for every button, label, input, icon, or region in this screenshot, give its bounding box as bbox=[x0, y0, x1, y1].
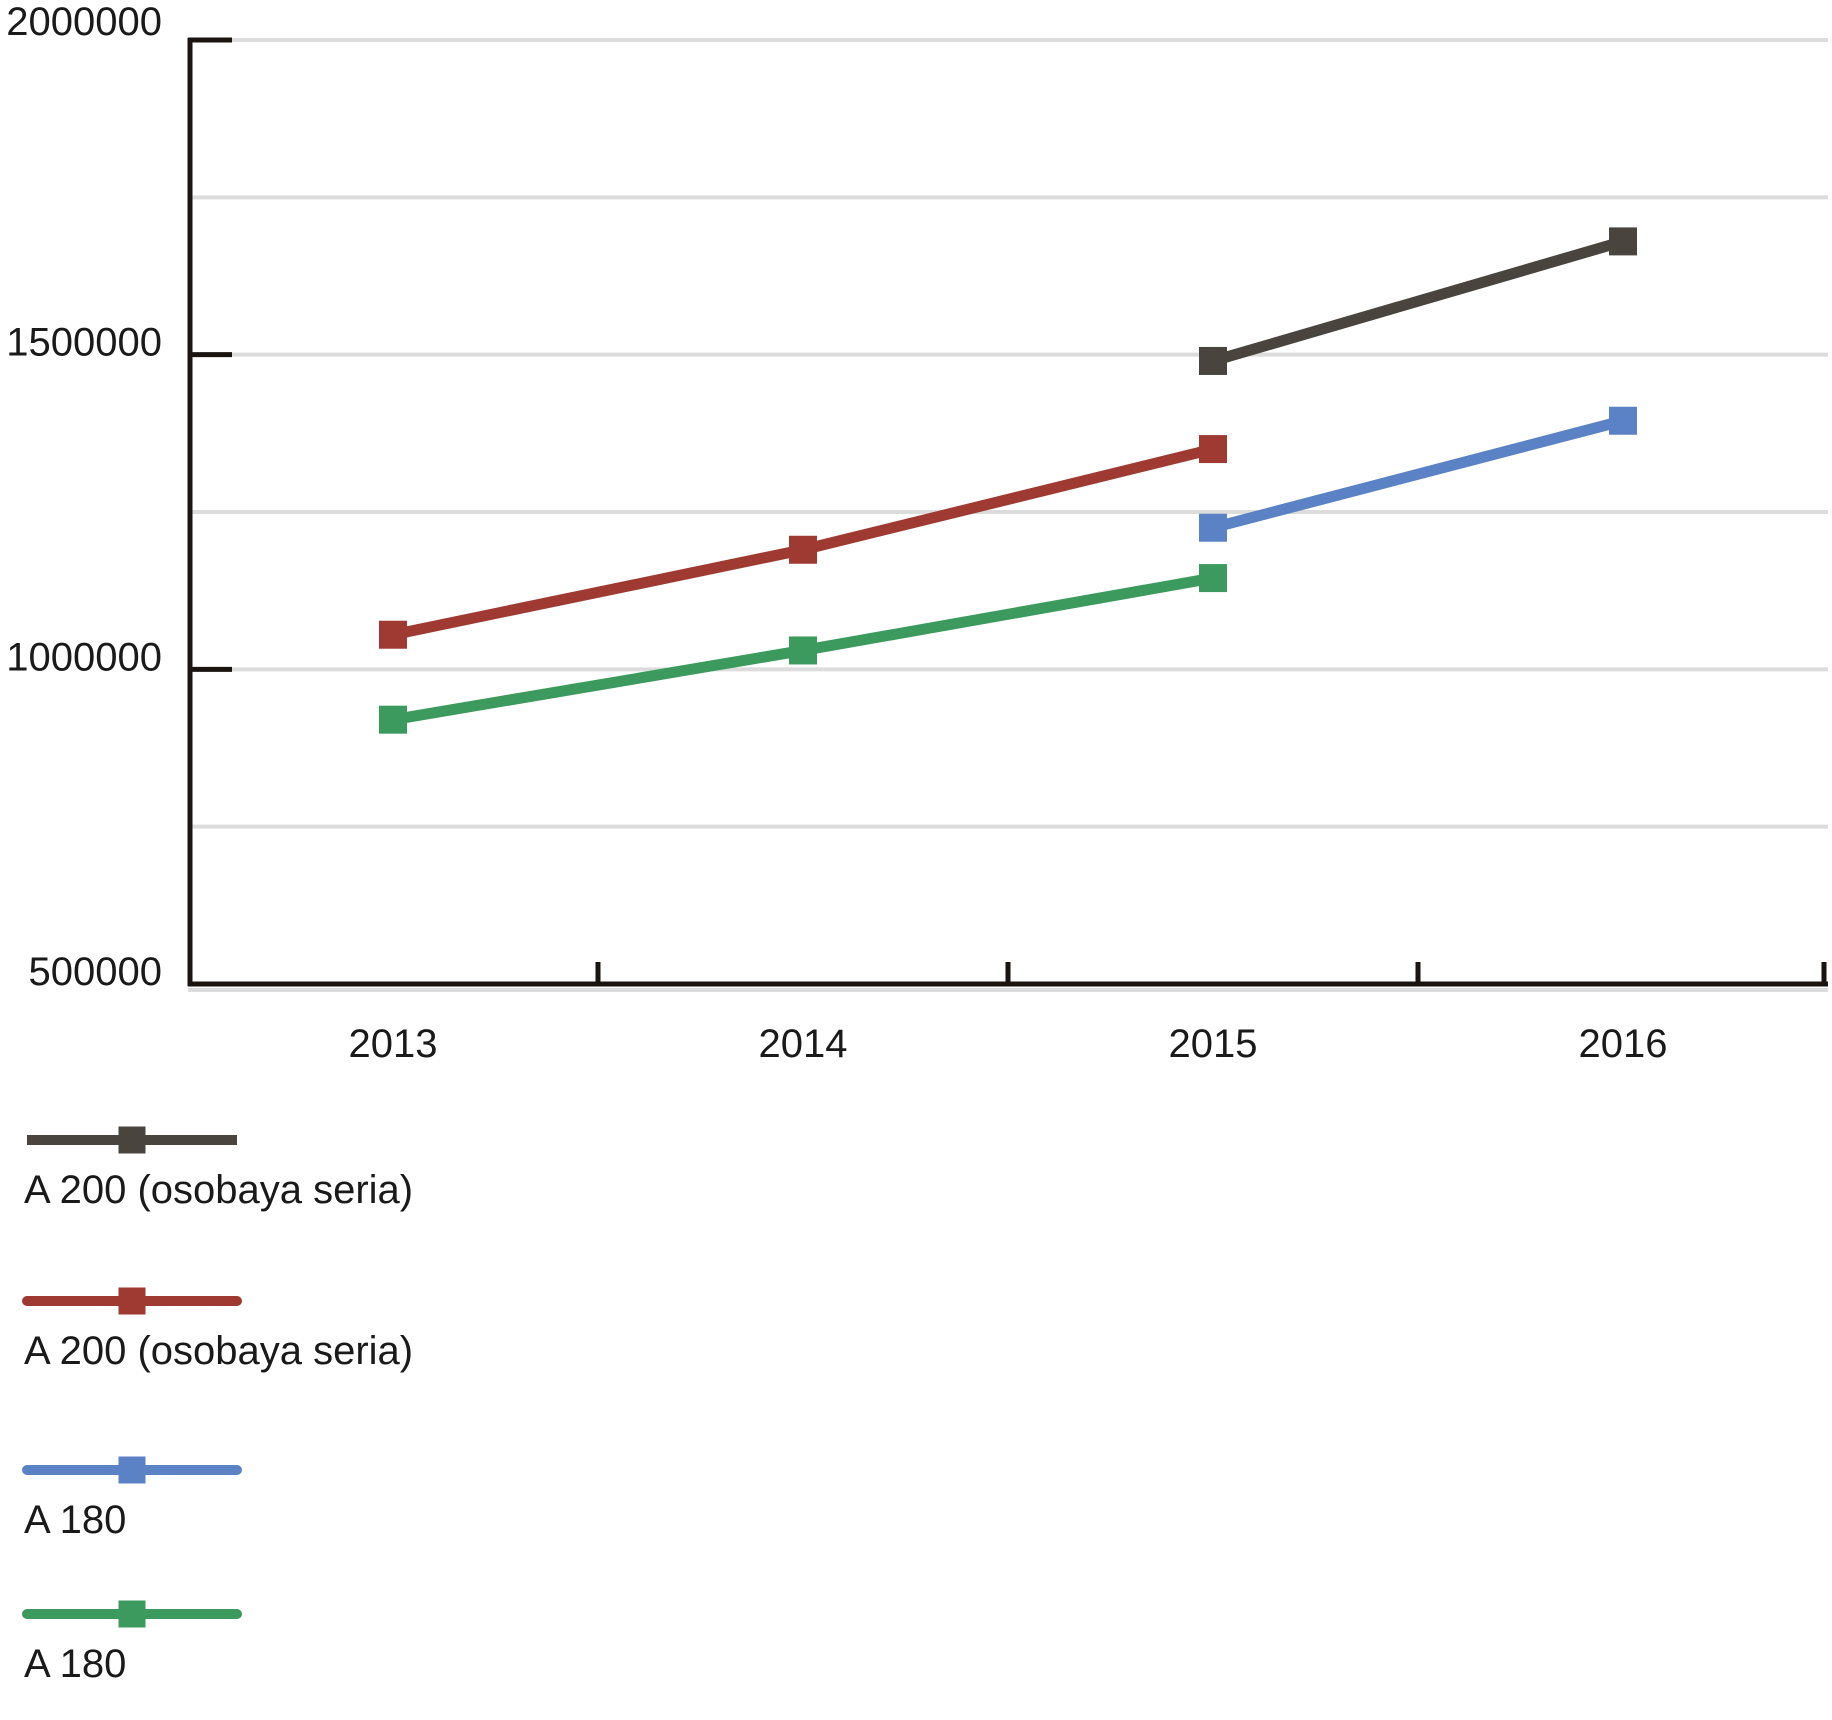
legend-label: A 180 bbox=[24, 1642, 126, 1686]
data-point-marker-s1-2013 bbox=[379, 620, 407, 649]
legend-item-3: A 180 bbox=[22, 1600, 242, 1686]
legend-item-1: A 200 (osobaya seria) bbox=[22, 1287, 413, 1373]
legend-item-2: A 180 bbox=[22, 1456, 242, 1542]
data-point-marker-s1-2014 bbox=[789, 535, 817, 564]
data-point-marker-s3-2014 bbox=[789, 636, 817, 665]
y-tick-label: 500000 bbox=[29, 950, 162, 994]
data-point-marker-s1-2015 bbox=[1199, 435, 1227, 464]
y-tick-label: 2000000 bbox=[6, 0, 162, 44]
legend-label: A 200 (osobaya seria) bbox=[24, 1168, 413, 1212]
legend-label: A 200 (osobaya seria) bbox=[24, 1329, 413, 1373]
legend-label: A 180 bbox=[24, 1498, 126, 1542]
data-point-marker-s3-2013 bbox=[379, 705, 407, 734]
data-point-marker-s3-2015 bbox=[1199, 564, 1227, 593]
x-tick-label: 2016 bbox=[1579, 1022, 1668, 1066]
data-point-marker-s0-2015 bbox=[1199, 346, 1227, 375]
data-point-marker-s2-2016 bbox=[1609, 406, 1637, 435]
x-tick-label: 2015 bbox=[1169, 1022, 1258, 1066]
legend-swatch-marker bbox=[118, 1456, 146, 1484]
data-point-marker-s0-2016 bbox=[1609, 227, 1637, 256]
data-point-marker-s2-2015 bbox=[1199, 513, 1227, 542]
legend-swatch-marker bbox=[118, 1287, 146, 1315]
legend-item-0: A 200 (osobaya seria) bbox=[24, 1126, 413, 1212]
x-tick-label: 2013 bbox=[349, 1022, 438, 1066]
legend-swatch-marker bbox=[118, 1600, 146, 1628]
x-tick-label: 2014 bbox=[759, 1022, 848, 1066]
series-line-0 bbox=[1211, 236, 1625, 367]
y-tick-label: 1000000 bbox=[6, 635, 162, 679]
y-tick-label: 1500000 bbox=[6, 321, 162, 365]
legend-swatch-marker bbox=[118, 1126, 146, 1154]
series-line-2 bbox=[1211, 415, 1625, 534]
